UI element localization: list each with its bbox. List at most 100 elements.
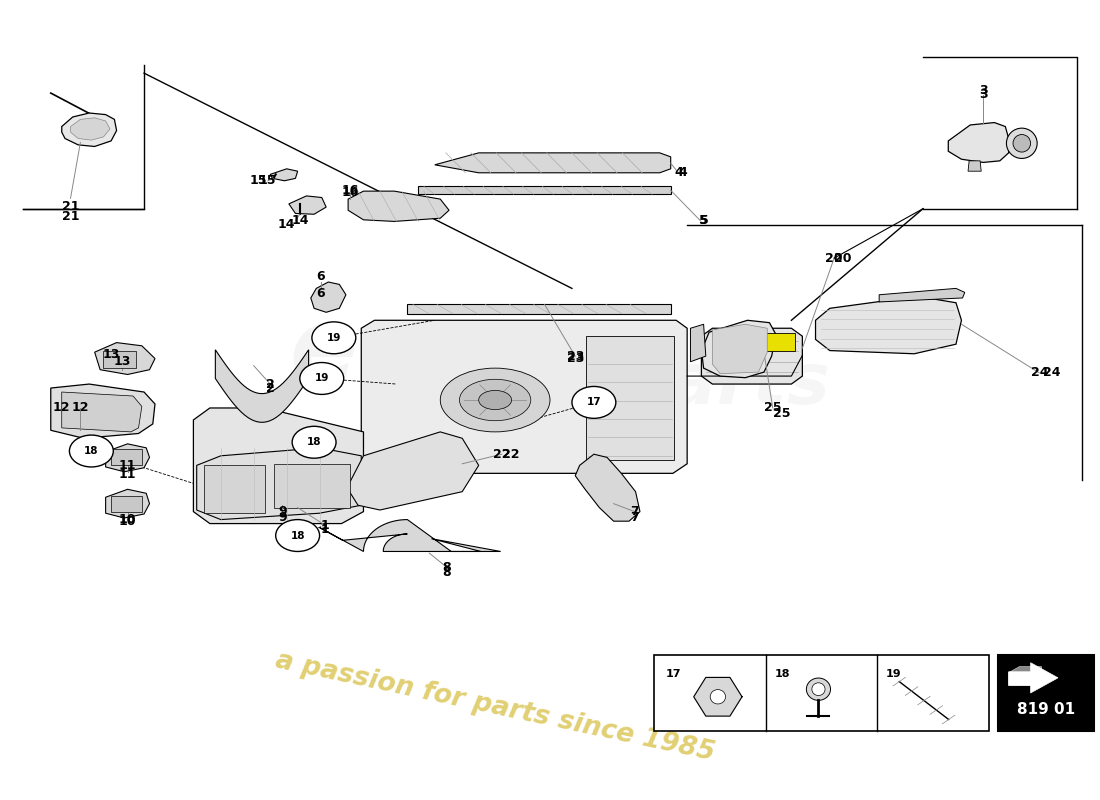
Circle shape — [312, 322, 355, 354]
Polygon shape — [815, 296, 961, 354]
Text: 2: 2 — [266, 382, 275, 395]
Bar — [762, 333, 794, 350]
Text: 19: 19 — [315, 374, 329, 383]
Ellipse shape — [806, 678, 830, 700]
Polygon shape — [361, 320, 688, 474]
Text: 4: 4 — [679, 166, 688, 179]
Polygon shape — [879, 288, 965, 302]
Text: 16: 16 — [342, 184, 359, 197]
Text: 21: 21 — [62, 200, 79, 213]
Text: a passion for parts since 1985: a passion for parts since 1985 — [273, 647, 717, 766]
Text: 5: 5 — [701, 214, 710, 227]
Text: 3: 3 — [979, 88, 988, 101]
Ellipse shape — [812, 683, 825, 695]
Text: 819 01: 819 01 — [1016, 702, 1075, 717]
Text: 19: 19 — [887, 669, 902, 679]
Ellipse shape — [1013, 134, 1031, 152]
Text: 5: 5 — [700, 214, 708, 227]
Text: 14: 14 — [292, 214, 309, 227]
Text: 11: 11 — [119, 469, 136, 482]
Polygon shape — [691, 324, 706, 362]
Polygon shape — [1009, 666, 1042, 686]
Polygon shape — [62, 392, 142, 432]
Polygon shape — [62, 113, 117, 146]
Polygon shape — [1009, 662, 1058, 693]
Ellipse shape — [711, 690, 726, 704]
Text: 23: 23 — [566, 352, 584, 365]
Polygon shape — [418, 186, 671, 194]
Text: 18: 18 — [84, 446, 99, 456]
Text: 25: 25 — [772, 407, 790, 420]
Text: 4: 4 — [674, 166, 683, 179]
Polygon shape — [702, 320, 776, 378]
Polygon shape — [320, 519, 500, 551]
Text: 9: 9 — [278, 510, 287, 524]
Polygon shape — [289, 196, 327, 214]
Text: 9: 9 — [278, 505, 287, 518]
Text: 14: 14 — [278, 218, 296, 231]
Text: 12: 12 — [53, 402, 70, 414]
Ellipse shape — [478, 390, 512, 410]
Polygon shape — [51, 384, 155, 438]
Polygon shape — [95, 342, 155, 374]
Polygon shape — [346, 432, 478, 510]
Polygon shape — [216, 350, 309, 422]
Text: carparts: carparts — [490, 350, 830, 418]
Text: 13: 13 — [102, 348, 120, 361]
Text: 2: 2 — [266, 378, 275, 390]
Bar — [103, 350, 136, 368]
Bar — [205, 466, 265, 514]
Bar — [111, 496, 142, 512]
Polygon shape — [106, 444, 150, 472]
Circle shape — [572, 386, 616, 418]
Text: 18: 18 — [307, 438, 321, 447]
Polygon shape — [194, 408, 363, 523]
Polygon shape — [311, 282, 345, 312]
Text: 8: 8 — [442, 566, 451, 579]
Text: 16: 16 — [342, 186, 359, 199]
Text: 17: 17 — [586, 398, 602, 407]
Text: 15: 15 — [258, 174, 276, 187]
Polygon shape — [968, 161, 981, 171]
Text: 3: 3 — [979, 84, 988, 97]
Ellipse shape — [460, 379, 531, 421]
Circle shape — [276, 519, 320, 551]
Text: 6: 6 — [317, 270, 324, 283]
Ellipse shape — [1006, 128, 1037, 158]
Circle shape — [300, 362, 343, 394]
Bar — [111, 450, 142, 466]
Text: 25: 25 — [764, 402, 781, 414]
Text: 13: 13 — [113, 355, 131, 368]
Text: 7: 7 — [630, 505, 639, 518]
Ellipse shape — [440, 368, 550, 432]
Text: 20: 20 — [825, 251, 843, 265]
Text: 23: 23 — [566, 350, 584, 362]
Polygon shape — [348, 191, 449, 222]
Text: 21: 21 — [62, 210, 79, 223]
Polygon shape — [70, 118, 110, 140]
Polygon shape — [948, 122, 1009, 162]
Text: 11: 11 — [119, 459, 136, 472]
Polygon shape — [713, 324, 767, 374]
Text: 18: 18 — [290, 530, 305, 541]
Bar — [586, 336, 674, 460]
Text: 1: 1 — [321, 523, 329, 537]
Polygon shape — [407, 304, 671, 314]
Polygon shape — [271, 169, 298, 181]
Text: 20: 20 — [834, 251, 851, 265]
Text: 17: 17 — [666, 669, 681, 679]
Text: 1: 1 — [321, 518, 329, 532]
Polygon shape — [694, 678, 743, 716]
Polygon shape — [575, 454, 640, 521]
Circle shape — [69, 435, 113, 467]
Bar — [998, 655, 1094, 731]
Text: euro: euro — [289, 304, 547, 401]
Polygon shape — [106, 490, 150, 518]
Bar — [654, 655, 989, 731]
Text: 15: 15 — [250, 174, 267, 187]
Text: 10: 10 — [119, 515, 136, 529]
Text: 22: 22 — [502, 448, 519, 461]
Polygon shape — [702, 328, 802, 384]
Polygon shape — [434, 153, 671, 173]
Text: 19: 19 — [327, 333, 341, 343]
